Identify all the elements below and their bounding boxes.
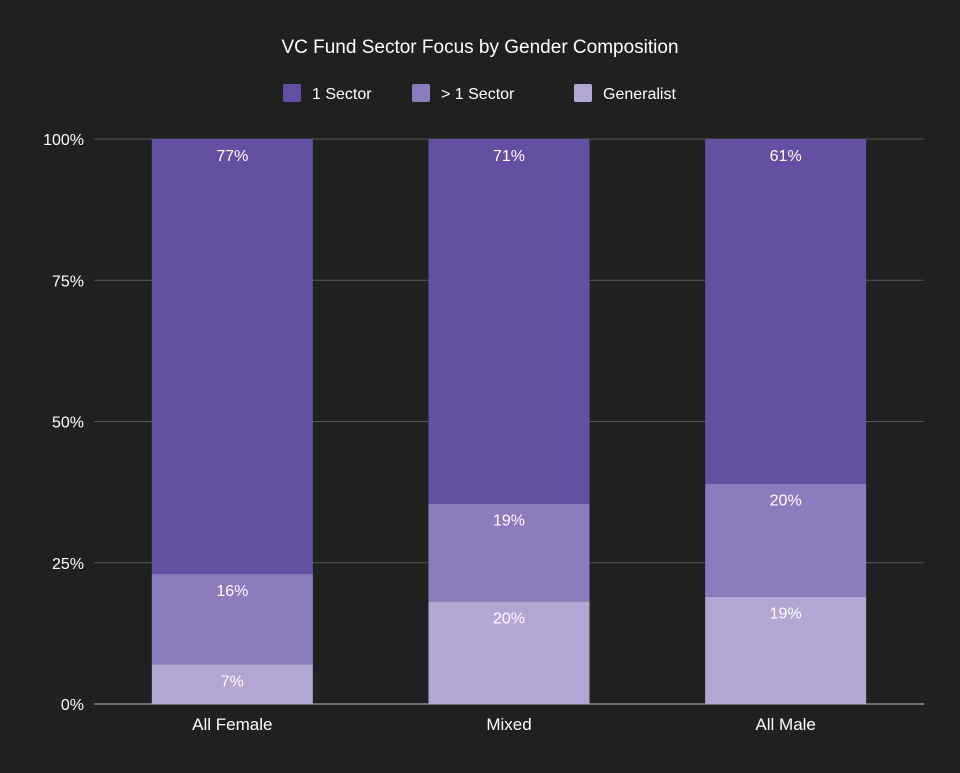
legend-label: Generalist xyxy=(603,86,676,103)
bars: 7% 16% 77% 20% 19% 71% 19% 20% 61% xyxy=(151,139,867,704)
y-tick-label: 100% xyxy=(43,132,84,149)
data-label: 19% xyxy=(493,513,525,530)
x-tick-label: All Female xyxy=(192,715,272,734)
data-label: 19% xyxy=(770,606,802,623)
x-tick-label: All Male xyxy=(755,715,815,734)
data-label: 20% xyxy=(770,493,802,510)
x-tick-label: Mixed xyxy=(486,715,531,734)
data-label: 77% xyxy=(216,148,248,165)
bar-segment xyxy=(705,596,867,704)
bar-segment xyxy=(151,664,313,704)
legend-swatch xyxy=(412,84,430,102)
bar-segment xyxy=(705,483,867,597)
y-tick-label: 50% xyxy=(52,415,84,432)
bar-segment xyxy=(428,601,590,704)
data-label: 20% xyxy=(493,610,525,627)
y-tick-label: 75% xyxy=(52,273,84,290)
data-label: 16% xyxy=(216,583,248,600)
legend-swatch xyxy=(283,84,301,102)
y-tick-label: 0% xyxy=(61,697,84,714)
data-label: 61% xyxy=(770,148,802,165)
data-label: 7% xyxy=(221,673,244,690)
chart-title: VC Fund Sector Focus by Gender Compositi… xyxy=(281,37,678,58)
bar-segment xyxy=(705,139,867,484)
legend-swatch xyxy=(574,84,592,102)
bar-segment xyxy=(428,503,590,602)
bar-segment xyxy=(151,139,313,575)
legend-label: > 1 Sector xyxy=(441,86,515,103)
x-axis-labels: All Female Mixed All Male xyxy=(192,715,816,734)
data-label: 71% xyxy=(493,148,525,165)
legend: 1 Sector > 1 Sector Generalist xyxy=(283,84,676,103)
y-tick-label: 25% xyxy=(52,556,84,573)
bar-segment xyxy=(428,139,590,504)
legend-label: 1 Sector xyxy=(312,86,372,103)
bar-segment xyxy=(151,574,313,665)
